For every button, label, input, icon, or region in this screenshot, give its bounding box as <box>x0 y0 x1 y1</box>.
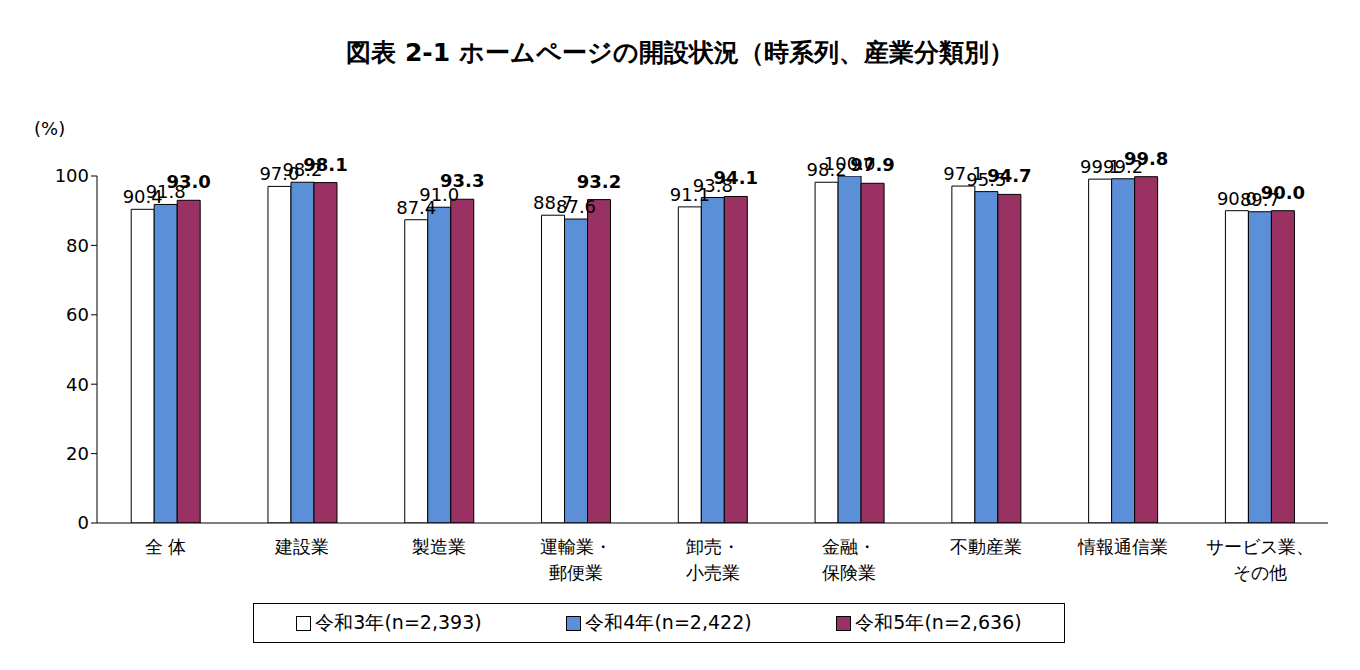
svg-text:40: 40 <box>66 374 89 395</box>
svg-text:90.0: 90.0 <box>1216 187 1257 209</box>
svg-text:郵便業: 郵便業 <box>549 562 603 583</box>
svg-text:93.0: 93.0 <box>166 171 210 192</box>
svg-text:情報通信業: 情報通信業 <box>1077 536 1168 557</box>
svg-text:99.8: 99.8 <box>1124 148 1168 169</box>
svg-text:80: 80 <box>66 235 89 256</box>
svg-text:建設業: 建設業 <box>274 536 329 557</box>
svg-text:97.0: 97.0 <box>259 163 300 185</box>
svg-text:90.0: 90.0 <box>1261 182 1305 203</box>
svg-text:90.4: 90.4 <box>122 186 163 208</box>
svg-text:金融・: 金融・ <box>822 536 876 557</box>
svg-text:不動産業: 不動産業 <box>950 536 1022 557</box>
svg-text:保険業: 保険業 <box>822 562 876 583</box>
svg-text:卸売・: 卸売・ <box>686 536 740 557</box>
svg-text:0: 0 <box>78 512 89 533</box>
svg-text:運輸業・: 運輸業・ <box>540 536 612 557</box>
svg-text:100: 100 <box>55 165 89 186</box>
svg-text:93.3: 93.3 <box>440 170 484 191</box>
html-text:令和3年(n=2,393): 令和3年(n=2,393) <box>315 611 482 633</box>
svg-text:サービス業、: サービス業、 <box>1206 536 1314 557</box>
svg-text:91.0: 91.0 <box>419 184 460 206</box>
svg-text:93.2: 93.2 <box>577 171 621 192</box>
svg-text:98.1: 98.1 <box>303 154 347 175</box>
svg-text:全 体: 全 体 <box>145 536 187 557</box>
svg-text:60: 60 <box>66 304 89 325</box>
svg-text:87.4: 87.4 <box>396 196 437 218</box>
svg-text:小売業: 小売業 <box>686 562 740 583</box>
svg-text:その他: その他 <box>1233 562 1287 583</box>
html-text:令和5年(n=2,636): 令和5年(n=2,636) <box>855 611 1022 633</box>
svg-text:99.1: 99.1 <box>1080 156 1121 178</box>
svg-text:97.9: 97.9 <box>850 154 894 175</box>
svg-text:88.7: 88.7 <box>533 192 574 214</box>
html-text:図表 2-1 ホームページの開設状況（時系列、産業分類別）: 図表 2-1 ホームページの開設状況（時系列、産業分類別） <box>346 38 1014 67</box>
html-text:令和4年(n=2,422): 令和4年(n=2,422) <box>585 611 752 633</box>
svg-text:製造業: 製造業 <box>412 536 466 557</box>
svg-text:94.1: 94.1 <box>714 167 758 188</box>
svg-text:94.7: 94.7 <box>987 165 1031 186</box>
svg-text:97.1: 97.1 <box>943 163 984 185</box>
svg-text:91.1: 91.1 <box>669 183 710 205</box>
svg-text:20: 20 <box>66 443 89 464</box>
svg-text:87.6: 87.6 <box>556 196 596 217</box>
